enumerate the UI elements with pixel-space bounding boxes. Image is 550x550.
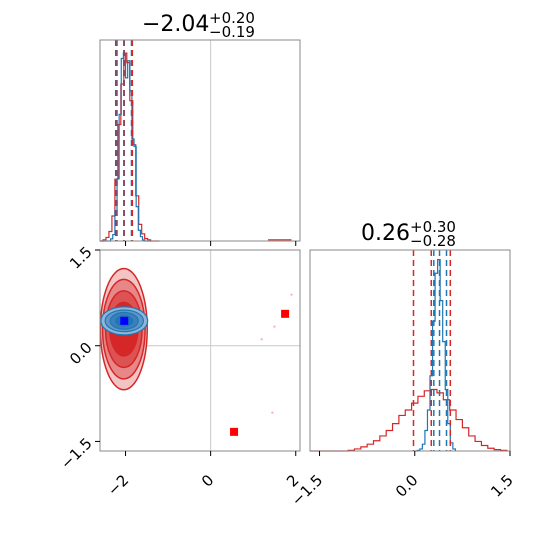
joint-frame [99, 249, 301, 452]
right-x-tick-label-1: 0.0 [392, 471, 422, 501]
title-param-1-upper-error: +0.20 [209, 9, 255, 27]
joint-sample-point-17 [273, 325, 276, 328]
panel-marginal-param-1 [99, 39, 301, 246]
panel-joint-2d: −2 0 2−1.50.01.5 [57, 243, 302, 500]
right-hist-series-b [414, 258, 456, 452]
joint-point-marker-1 [281, 309, 290, 318]
title-param-1-lower-error: −0.19 [209, 23, 255, 41]
joint-x-tick-label-0: −2 [104, 471, 132, 499]
right-frame [309, 249, 511, 452]
title-param-1: −2.04 +0.20 −0.19 [142, 9, 255, 41]
title-param-2-value: 0.26 [361, 221, 410, 246]
joint-point-marker-0 [230, 427, 239, 436]
top-frame [99, 39, 301, 242]
right-hist-series-a [310, 388, 508, 452]
joint-truth-marker [120, 316, 129, 325]
joint-sample-point-15 [260, 338, 263, 341]
title-param-2: 0.26 +0.30 −0.28 [361, 218, 456, 250]
title-param-1-value: −2.04 [142, 12, 209, 37]
joint-sample-point-16 [271, 411, 274, 414]
joint-x-tick-label-1: 0 [198, 471, 217, 490]
joint-y-tick-label-2: 1.5 [66, 243, 96, 273]
title-param-2-upper-error: +0.30 [410, 218, 456, 236]
top-hist-series-a [100, 52, 160, 242]
right-x-tick-label-2: 1.5 [487, 471, 517, 501]
joint-y-tick-label-0: −1.5 [57, 434, 95, 472]
title-param-2-lower-error: −0.28 [410, 232, 456, 250]
top-hist-series-b [100, 52, 152, 242]
panel-marginal-param-2: −1.5 0.0 1.5 [288, 249, 517, 510]
joint-y-tick-label-1: 0.0 [66, 339, 96, 369]
joint-sample-point-18 [290, 293, 293, 296]
